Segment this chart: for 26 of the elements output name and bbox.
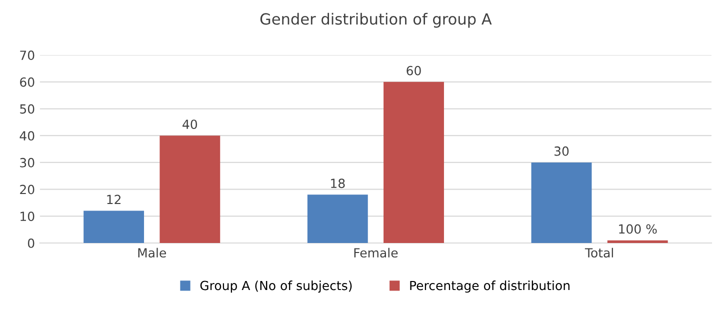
bar (531, 162, 592, 243)
x-tick-label: Total (584, 248, 613, 258)
y-tick-label: 0 (28, 238, 34, 248)
data-label: 100 % (619, 224, 657, 234)
bar (160, 136, 220, 243)
legend-label: Group A (No of subjects) (200, 280, 352, 293)
y-tick-label: 10 (20, 212, 34, 222)
bar (307, 194, 368, 243)
y-tick-label: 20 (20, 184, 34, 194)
y-tick-label: 50 (20, 104, 34, 114)
y-tick-label: 70 (20, 50, 34, 60)
y-tick-label: 30 (20, 158, 34, 168)
y-tick-label: 60 (20, 77, 34, 87)
chart-title: Gender distribution of group A (260, 12, 492, 28)
bar (607, 240, 668, 243)
legend-label: Percentage of distribution (410, 280, 570, 293)
data-label: 18 (331, 178, 345, 188)
x-tick-label: Female (354, 248, 398, 258)
x-tick-label: Male (138, 248, 166, 258)
data-label: 60 (406, 66, 421, 76)
data-label: 12 (107, 194, 120, 204)
data-label: 30 (554, 146, 569, 156)
data-label: 40 (182, 120, 198, 130)
y-tick-label: 40 (20, 131, 34, 141)
bar (84, 210, 144, 243)
bar (384, 82, 444, 243)
